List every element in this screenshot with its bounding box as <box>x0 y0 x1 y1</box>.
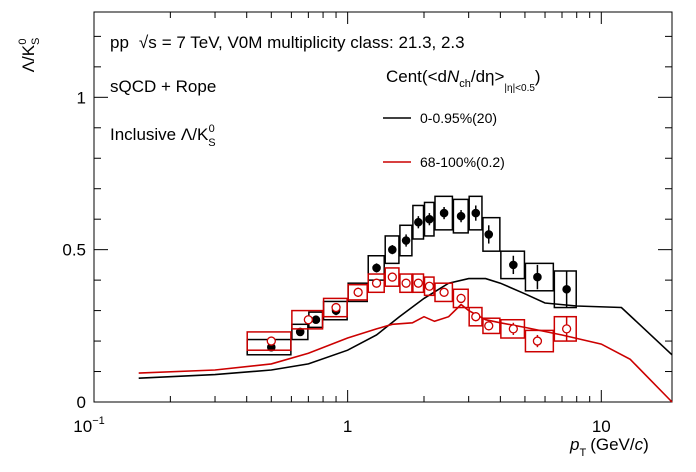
data-point-0 <box>562 284 571 294</box>
title-line-2: sQCD + Rope <box>110 77 216 96</box>
x-tick-label: 10−1 <box>73 415 104 436</box>
sys-box-1 <box>434 282 454 303</box>
axes-ticks: 10−1 1 10 0 0.5 1 <box>62 12 672 436</box>
data-point-1 <box>371 278 382 288</box>
title-line-1: pp √s = 7 TeV, V0M multiplicity class: 21.… <box>110 33 465 52</box>
data-point-1 <box>456 293 466 304</box>
data-point-0 <box>372 263 381 273</box>
sys-box-1 <box>291 309 324 330</box>
y-tick-label: 0.5 <box>62 241 86 260</box>
sys-box-0 <box>399 224 413 257</box>
sys-box-1 <box>452 288 469 309</box>
legend-label-0: 0-0.95%(20) <box>420 110 497 126</box>
model-curve-1 <box>138 303 673 403</box>
sys-box-1 <box>468 306 483 327</box>
x-tick-label: 1 <box>343 417 352 436</box>
y-tick-label: 1 <box>77 88 86 107</box>
sys-box-0 <box>482 216 501 252</box>
data-point-0 <box>533 272 542 282</box>
data-point-1 <box>353 287 363 297</box>
sys-box-1 <box>347 283 368 301</box>
sys-box-0 <box>468 195 483 231</box>
sys-box-1 <box>322 297 348 318</box>
sys-box-0 <box>291 323 309 341</box>
sys-box-0 <box>500 250 526 280</box>
sys-box-1 <box>553 315 577 342</box>
y-axis-label: Λ/KS0 <box>17 38 42 73</box>
series-layer <box>138 195 673 403</box>
legend-label-1: 68-100%(0.2) <box>420 154 505 170</box>
data-point-0 <box>311 315 321 325</box>
data-point-1 <box>303 315 314 325</box>
data-point-1 <box>401 278 411 288</box>
data-point-0 <box>456 211 466 221</box>
data-point-1 <box>508 324 518 334</box>
x-tick-label: 10 <box>592 417 611 436</box>
sys-box-1 <box>412 273 425 294</box>
legend-header: Cent(<dNch/dη>|η|<0.5) <box>386 67 541 94</box>
data-point-0 <box>425 214 434 224</box>
data-point-0 <box>401 236 411 245</box>
data-point-1 <box>532 336 543 346</box>
data-point-1 <box>471 312 481 322</box>
sys-box-1 <box>367 273 385 294</box>
data-point-1 <box>331 302 341 313</box>
data-point-1 <box>424 281 435 291</box>
data-point-1 <box>266 336 276 346</box>
data-point-0 <box>471 208 481 218</box>
data-point-1 <box>387 272 397 282</box>
sys-box-1 <box>500 318 526 339</box>
data-point-1 <box>439 287 449 297</box>
sys-box-1 <box>246 331 292 351</box>
sys-box-1 <box>399 273 413 294</box>
data-point-0 <box>388 245 397 254</box>
data-point-0 <box>414 217 423 227</box>
sys-box-1 <box>384 267 400 287</box>
title-line-3: Inclusive Λ/KS0 <box>110 123 216 149</box>
data-point-0 <box>439 208 449 218</box>
data-point-0 <box>295 327 305 337</box>
model-curve-0 <box>138 277 673 379</box>
data-point-1 <box>561 324 572 334</box>
sys-box-0 <box>524 262 555 292</box>
data-point-1 <box>413 278 424 288</box>
sys-box-0 <box>384 235 400 265</box>
sys-box-0 <box>423 201 435 237</box>
sys-box-0 <box>434 195 454 231</box>
x-axis-label: pT (GeV/c) <box>569 435 649 459</box>
sys-box-0 <box>452 198 469 234</box>
sys-box-0 <box>412 204 425 240</box>
sys-box-1 <box>482 317 501 335</box>
y-tick-label: 0 <box>77 393 86 412</box>
plot-frame <box>93 11 673 403</box>
data-point-1 <box>484 321 494 331</box>
data-point-0 <box>509 260 518 270</box>
sys-box-0 <box>553 270 577 309</box>
data-point-0 <box>484 230 494 239</box>
